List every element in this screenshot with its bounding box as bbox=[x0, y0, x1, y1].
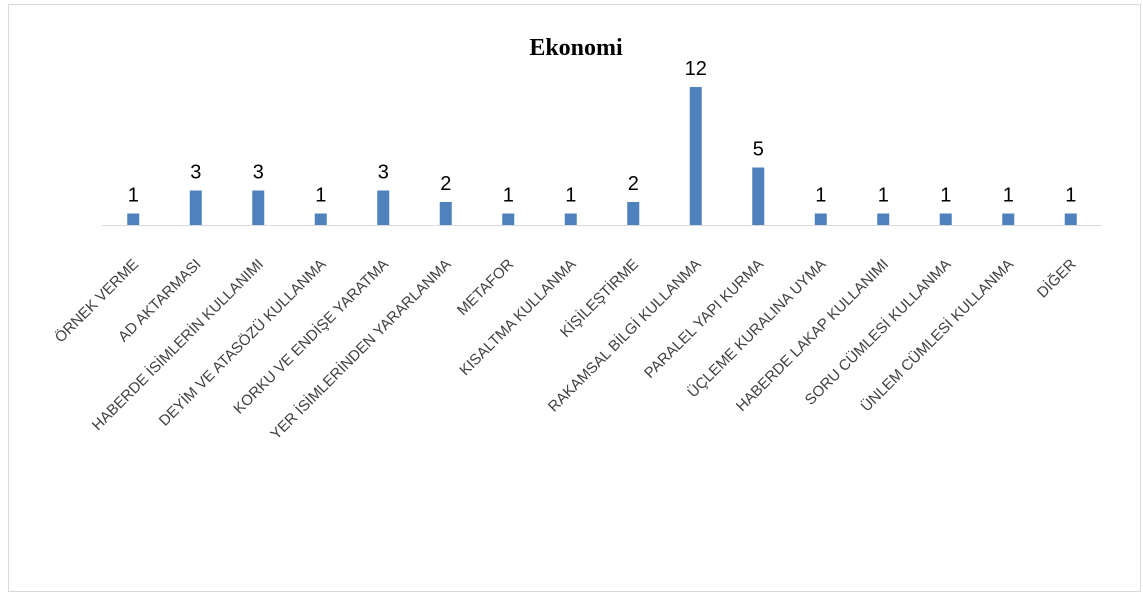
bar bbox=[564, 213, 577, 225]
chart-title: Ekonomi bbox=[529, 35, 623, 61]
bar bbox=[439, 202, 452, 225]
data-label: 2 bbox=[440, 173, 451, 195]
category-label: KISALTMA KULLANMA bbox=[456, 256, 579, 379]
bar bbox=[752, 167, 765, 225]
data-label: 1 bbox=[503, 185, 514, 207]
data-label: 1 bbox=[128, 185, 139, 207]
bar bbox=[252, 190, 265, 225]
bar bbox=[127, 213, 140, 225]
data-label: 12 bbox=[685, 58, 707, 80]
data-label: 2 bbox=[628, 173, 639, 195]
bar bbox=[689, 87, 702, 225]
bar bbox=[814, 213, 827, 225]
data-label: 1 bbox=[815, 185, 826, 207]
bar bbox=[502, 213, 515, 225]
data-label: 5 bbox=[753, 139, 764, 161]
category-label: PARALEL YAPI KURMA bbox=[641, 256, 767, 382]
bar bbox=[939, 213, 952, 225]
data-label: 3 bbox=[253, 162, 264, 184]
chart-frame: Ekonomi 1 ÖRNEK VERME 3 AD AKTARMASI 3 HABERD… bbox=[8, 4, 1141, 592]
data-label: 1 bbox=[1065, 185, 1076, 207]
bar bbox=[877, 213, 890, 225]
bar bbox=[314, 213, 327, 225]
category-label: DİĞER bbox=[1033, 255, 1079, 301]
bar bbox=[1064, 213, 1077, 225]
data-label: 1 bbox=[940, 185, 951, 207]
bar bbox=[627, 202, 640, 225]
data-label: 1 bbox=[1003, 185, 1014, 207]
bar bbox=[377, 190, 390, 225]
bar bbox=[189, 190, 202, 225]
data-label: 3 bbox=[378, 162, 389, 184]
data-label: 1 bbox=[565, 185, 576, 207]
bar bbox=[1002, 213, 1015, 225]
data-label: 1 bbox=[315, 185, 326, 207]
data-label: 3 bbox=[190, 162, 201, 184]
data-label: 1 bbox=[878, 185, 889, 207]
category-label: METAFOR bbox=[454, 256, 517, 319]
